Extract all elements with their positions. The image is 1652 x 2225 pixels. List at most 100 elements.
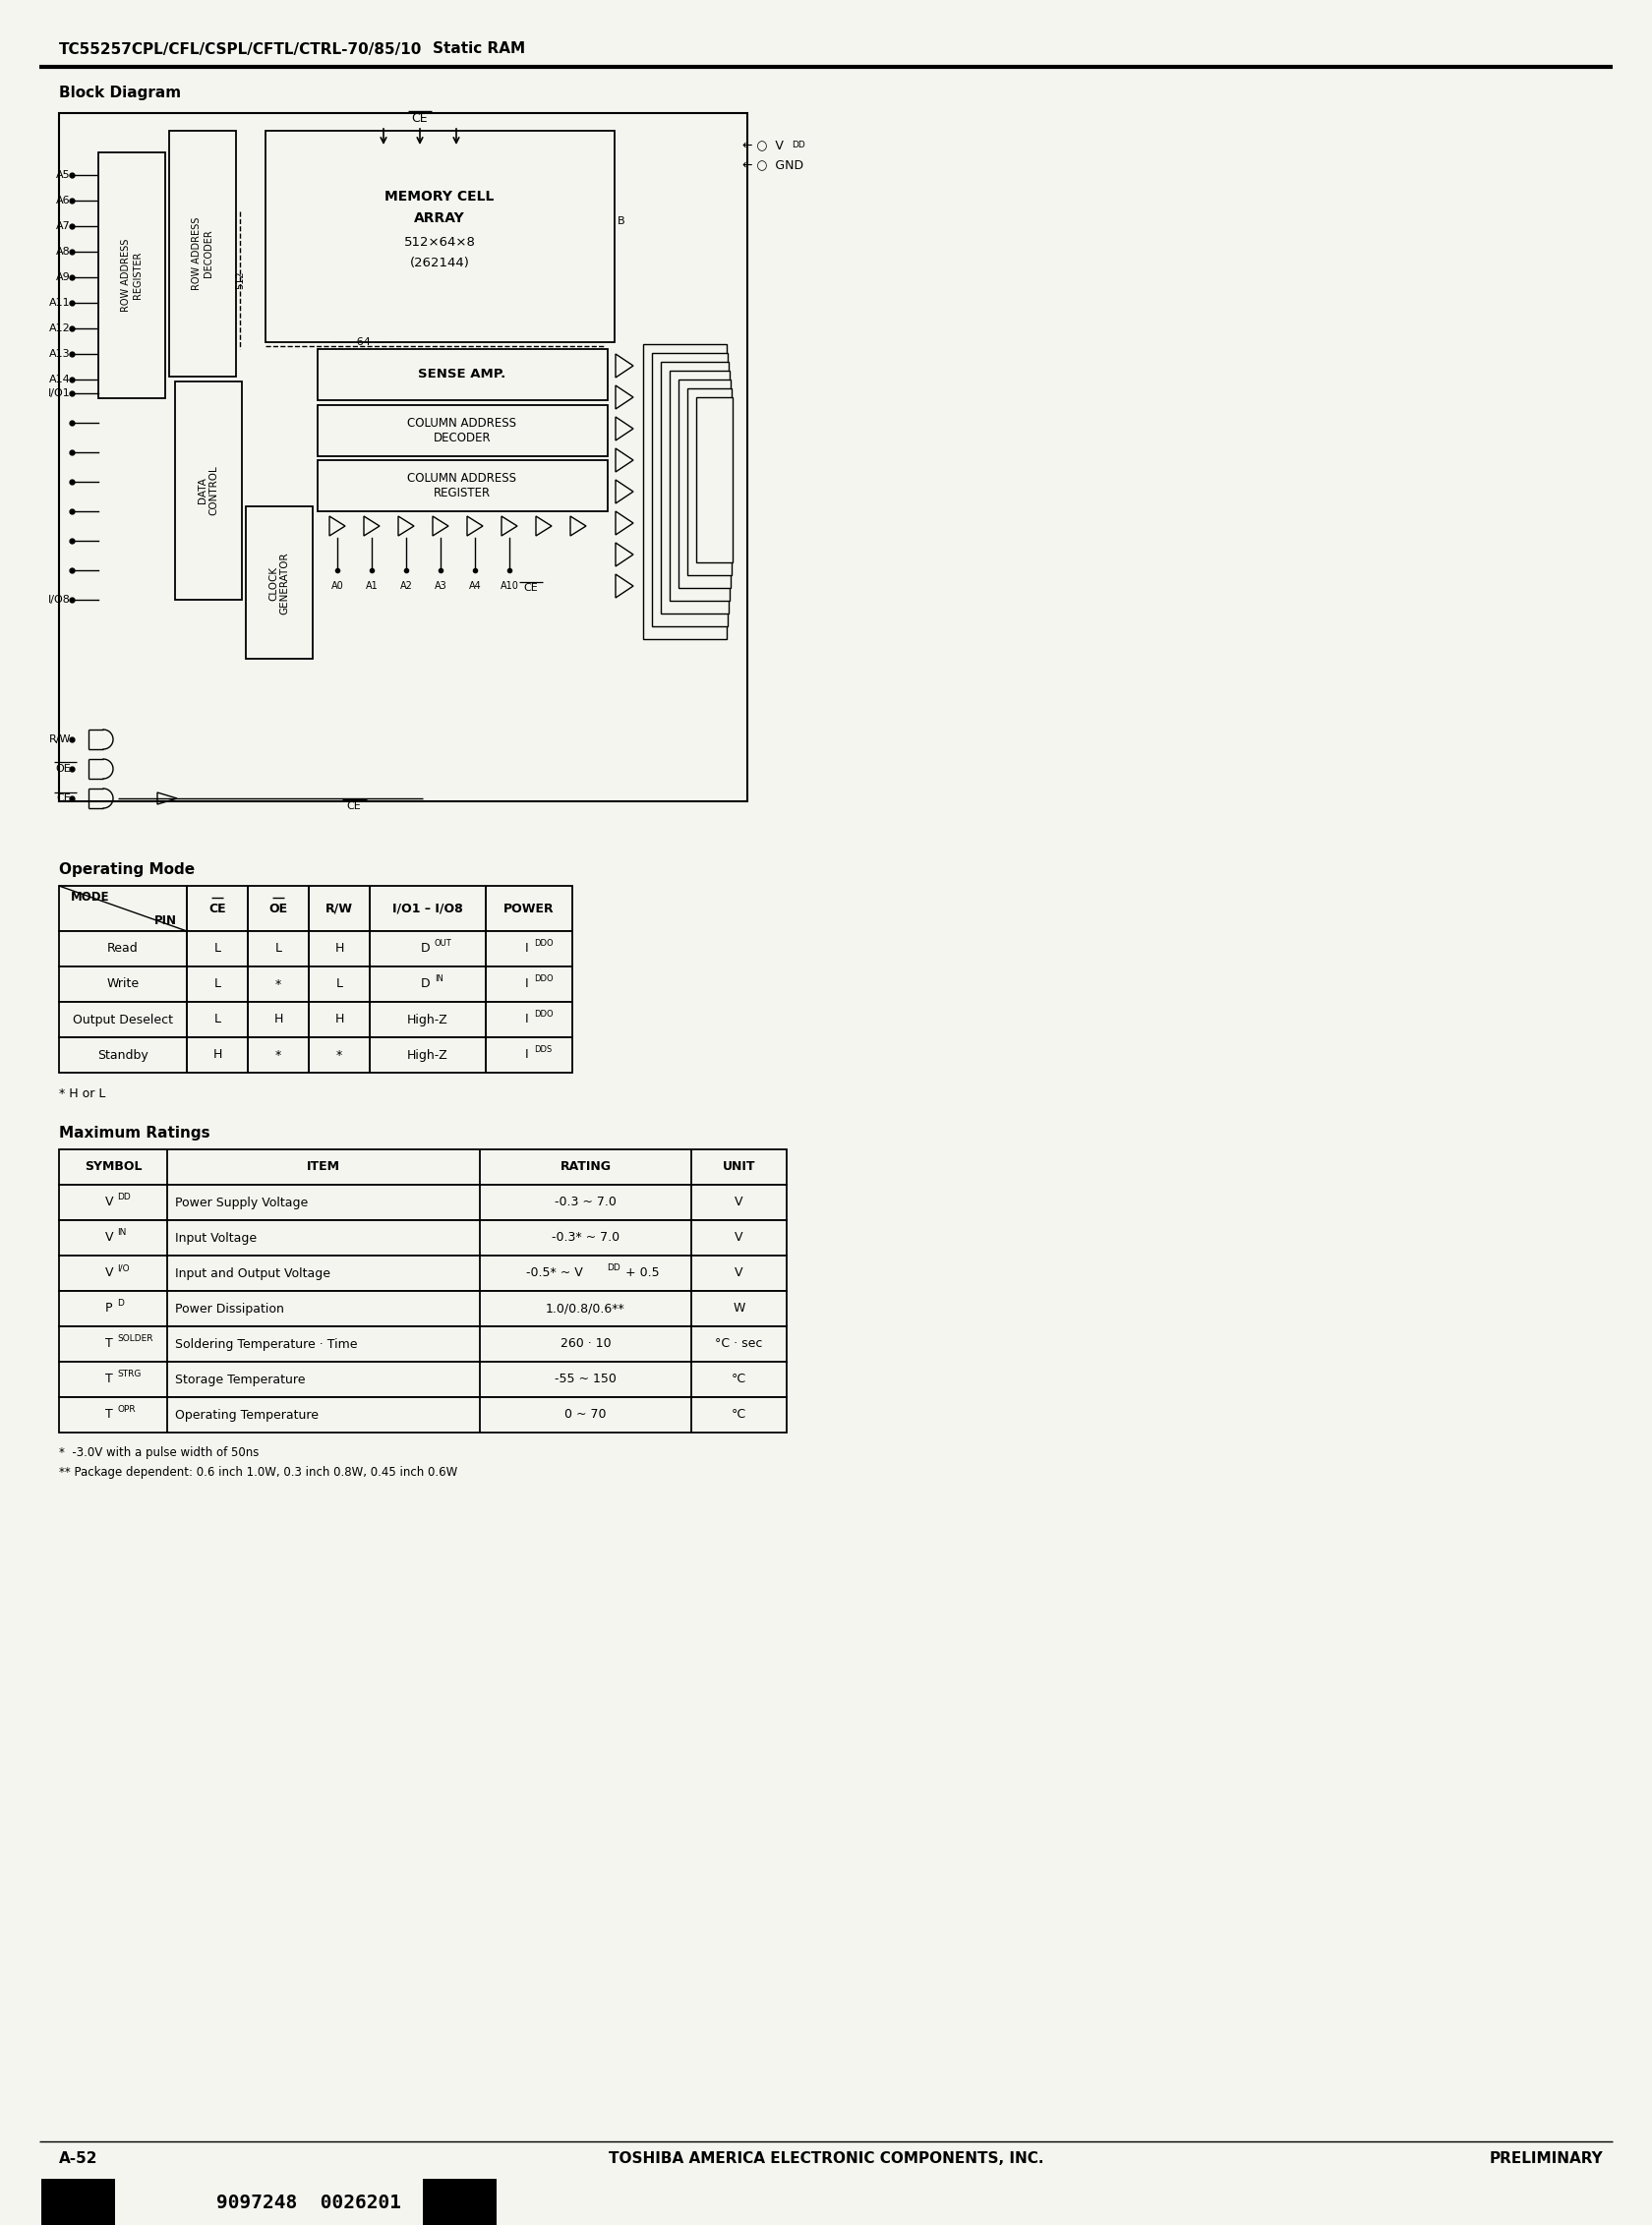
Text: °C · sec: °C · sec [715,1337,763,1351]
Text: + 0.5: + 0.5 [621,1266,659,1279]
Text: ROW ADDRESS
REGISTER: ROW ADDRESS REGISTER [121,238,142,312]
Text: *: * [276,1048,281,1061]
Text: Block Diagram: Block Diagram [59,87,182,100]
Text: Output Deselect: Output Deselect [73,1012,173,1026]
Text: I/O: I/O [117,1264,129,1273]
Text: I: I [525,943,529,955]
Text: T: T [106,1373,112,1386]
Text: H: H [335,943,344,955]
Bar [59,113,747,801]
Text: ROW ADDRESS
DECODER: ROW ADDRESS DECODER [192,218,213,289]
Text: UNIT: UNIT [722,1161,755,1173]
Bar [669,372,730,601]
Bar [246,507,312,659]
Text: ■: ■ [48,2192,71,2216]
Text: CE: CE [524,583,539,592]
Text: B: B [618,216,624,227]
Text: A14: A14 [50,374,71,385]
Text: 512: 512 [235,271,244,289]
Text: Power Supply Voltage: Power Supply Voltage [175,1197,307,1208]
Text: SOLDER: SOLDER [117,1335,154,1344]
Text: ITEM: ITEM [307,1161,340,1173]
Text: 260 · 10: 260 · 10 [560,1337,611,1351]
Text: STRG: STRG [117,1371,140,1380]
Text: *: * [276,977,281,990]
Text: A5: A5 [56,169,71,180]
Text: DD: DD [117,1193,131,1202]
Text: CE: CE [347,801,362,812]
Text: TC55257CPL/CFL/CSPL/CFTL/CTRL-70/85/10: TC55257CPL/CFL/CSPL/CFTL/CTRL-70/85/10 [59,42,423,56]
Text: -0.3 ~ 7.0: -0.3 ~ 7.0 [555,1197,616,1208]
Text: A2: A2 [400,581,413,592]
Text: L: L [274,943,282,955]
Bar [59,930,572,966]
Text: Maximum Ratings: Maximum Ratings [59,1126,210,1141]
Text: MODE: MODE [71,892,109,903]
Bar [59,1184,786,1219]
Text: A8: A8 [56,247,71,256]
Text: OE: OE [55,763,71,774]
Text: I/O1 – I/O8: I/O1 – I/O8 [393,901,463,914]
Text: Read: Read [107,943,139,955]
Text: PRELIMINARY: PRELIMINARY [1488,2152,1602,2167]
Text: IN: IN [434,975,443,983]
Text: V: V [735,1230,743,1244]
Bar [317,461,608,512]
Text: -55 ~ 150: -55 ~ 150 [555,1373,616,1386]
Text: 512×64×8: 512×64×8 [403,236,476,249]
Bar [687,389,732,576]
Text: V: V [735,1266,743,1279]
Text: ■: ■ [471,2192,494,2216]
Text: CE: CE [208,901,226,914]
Text: Input and Output Voltage: Input and Output Voltage [175,1266,330,1279]
Bar [59,886,572,930]
Text: TOSHIBA AMERICA ELECTRONIC COMPONENTS, INC.: TOSHIBA AMERICA ELECTRONIC COMPONENTS, I… [608,2152,1044,2167]
Text: Standby: Standby [97,1048,149,1061]
Text: L: L [213,943,221,955]
Text: SENSE AMP.: SENSE AMP. [418,367,506,380]
Text: A11: A11 [50,298,71,307]
Text: A1: A1 [365,581,378,592]
Bar [317,405,608,456]
Text: °C: °C [732,1373,747,1386]
Text: *  -3.0V with a pulse width of 50ns: * -3.0V with a pulse width of 50ns [59,1446,259,1460]
Text: A10: A10 [501,581,519,592]
Text: A7: A7 [56,220,71,231]
Text: D: D [421,943,431,955]
Text: D: D [117,1299,124,1308]
Text: Storage Temperature: Storage Temperature [175,1373,306,1386]
Bar [266,131,615,343]
Text: COLUMN ADDRESS
DECODER: COLUMN ADDRESS DECODER [408,416,517,445]
Text: Input Voltage: Input Voltage [175,1230,256,1244]
Bar [653,354,727,625]
Text: V: V [106,1266,114,1279]
Text: A3: A3 [434,581,446,592]
Text: L: L [213,1012,221,1026]
Text: High-Z: High-Z [408,1012,448,1026]
Text: Static RAM: Static RAM [433,42,525,56]
Text: SYMBOL: SYMBOL [84,1161,142,1173]
Text: DDO: DDO [534,1010,553,1019]
Text: PIN: PIN [154,914,177,926]
Text: OUT: OUT [434,939,453,948]
Text: DD: DD [608,1264,621,1273]
Text: H: H [213,1048,221,1061]
Text: High-Z: High-Z [408,1048,448,1061]
Text: I/O8: I/O8 [48,594,71,605]
Text: 1.0/0.8/0.6**: 1.0/0.8/0.6** [545,1302,624,1315]
Text: T: T [106,1337,112,1351]
Text: 0 ~ 70: 0 ~ 70 [565,1408,606,1422]
Bar [695,398,732,563]
Text: RATING: RATING [560,1161,611,1173]
Text: A0: A0 [330,581,344,592]
Text: I: I [525,977,529,990]
Bar [59,1219,786,1255]
Text: D: D [421,977,431,990]
Text: -0.5* ~ V: -0.5* ~ V [525,1266,583,1279]
Bar [643,345,727,639]
Text: DATA
CONTROL: DATA CONTROL [198,465,220,516]
Text: A9: A9 [56,271,71,283]
Text: °C: °C [732,1408,747,1422]
Text: Write: Write [107,977,139,990]
Text: ** Package dependent: 0.6 inch 1.0W, 0.3 inch 0.8W, 0.45 inch 0.6W: ** Package dependent: 0.6 inch 1.0W, 0.3… [59,1466,458,1477]
